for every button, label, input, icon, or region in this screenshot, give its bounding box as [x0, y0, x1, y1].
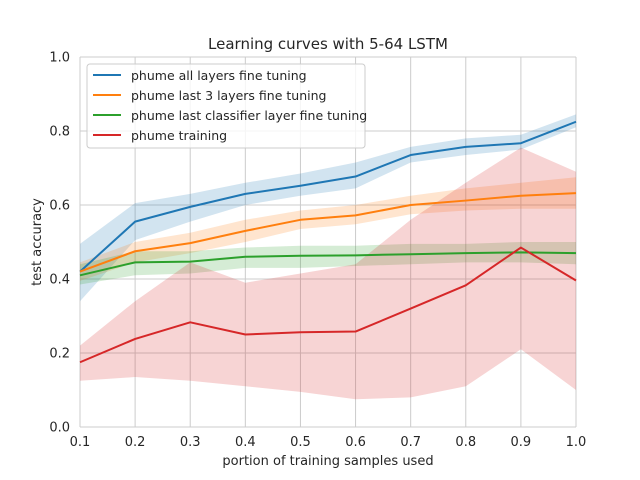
- band-all-layers: [80, 114, 576, 302]
- x-axis-label: portion of training samples used: [222, 454, 433, 469]
- x-tick-label: 0.3: [180, 435, 201, 450]
- legend-box: [86, 63, 366, 149]
- y-tick-label: 0.8: [49, 125, 70, 140]
- band-training: [80, 147, 576, 400]
- chart-title: Learning curves with 5-64 LSTM: [208, 35, 448, 53]
- band-last-3-layers: [80, 177, 576, 281]
- y-tick-label: 0.2: [49, 347, 70, 362]
- x-tick-label: 0.9: [511, 435, 532, 450]
- x-tick-label: 1.0: [566, 435, 587, 450]
- x-tick-label: 0.6: [345, 435, 366, 450]
- line-last-classifier-layer: [79, 251, 577, 277]
- series-lines: [79, 120, 577, 364]
- x-tick-label: 0.5: [290, 435, 311, 450]
- legend: phume all layers fine tuning phume last …: [86, 63, 367, 149]
- x-tick-label: 0.2: [125, 435, 146, 450]
- y-tick-label: 0.0: [49, 421, 70, 436]
- x-tick-label: 0.4: [235, 435, 256, 450]
- line-last-3-layers: [79, 192, 577, 273]
- y-tick-label: 0.6: [49, 199, 70, 214]
- x-tick-label: 0.7: [400, 435, 421, 450]
- y-axis-label: test accuracy: [30, 198, 45, 286]
- line-training: [79, 246, 577, 364]
- legend-label-all-layers: phume all layers fine tuning: [131, 68, 307, 83]
- y-tick-label: 0.4: [49, 273, 70, 288]
- legend-label-last-classifier-layer: phume last classifier layer fine tuning: [131, 108, 367, 123]
- x-tick-labels: 0.1 0.2 0.3 0.4 0.5 0.6 0.7 0.8 0.9 1.0: [70, 435, 587, 450]
- legend-label-training: phume training: [131, 128, 227, 143]
- x-tick-label: 0.8: [455, 435, 476, 450]
- line-all-layers: [79, 120, 577, 273]
- y-tick-labels: 0.0 0.2 0.4 0.6 0.8 1.0: [49, 51, 70, 436]
- confidence-bands: [80, 114, 576, 400]
- x-tick-label: 0.1: [70, 435, 91, 450]
- legend-label-last-3-layers: phume last 3 layers fine tuning: [131, 88, 326, 103]
- y-tick-label: 1.0: [49, 51, 70, 66]
